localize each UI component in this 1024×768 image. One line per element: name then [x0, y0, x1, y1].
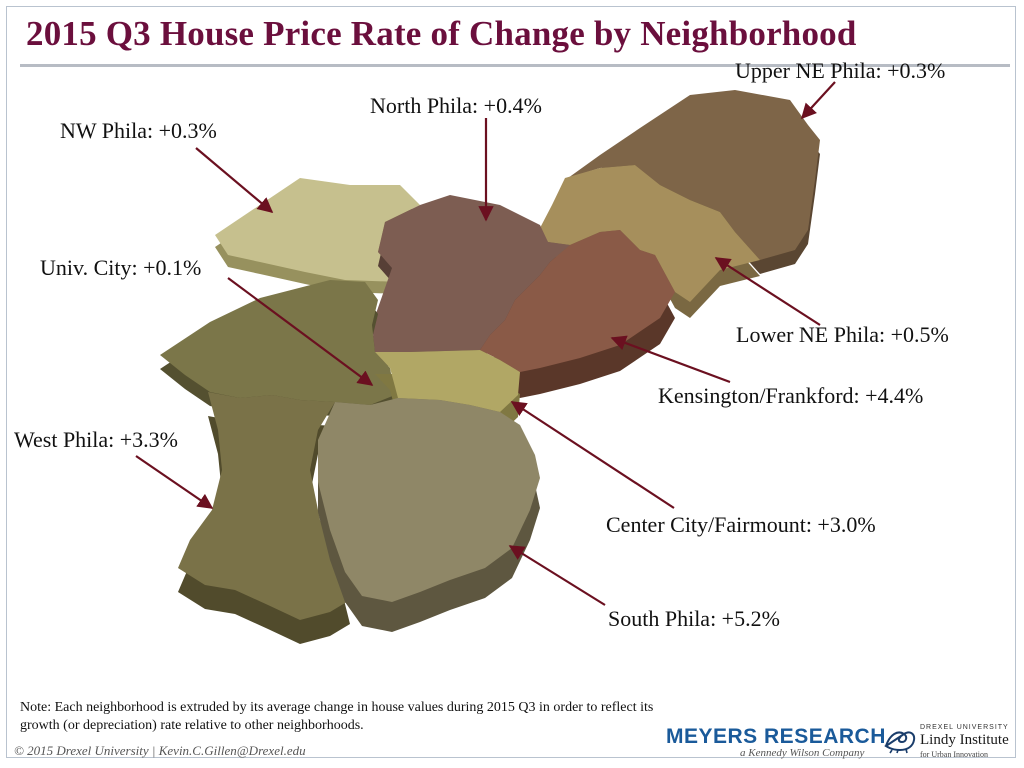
page-title: 2015 Q3 House Price Rate of Change by Ne… [26, 14, 857, 53]
arrow-lower-ne [714, 257, 821, 326]
region-west[interactable] [178, 392, 350, 644]
label-upper-ne: Upper NE Phila: +0.3% [735, 58, 946, 83]
label-kensington: Kensington/Frankford: +4.4% [658, 383, 924, 408]
callout-arrows [135, 81, 836, 606]
label-south: South Phila: +5.2% [608, 606, 780, 631]
lindy-institute-logo: Lindy Institute [920, 732, 1009, 748]
title-divider [20, 64, 1010, 67]
region-upper-ne[interactable] [568, 90, 820, 274]
label-lower-ne: Lower NE Phila: +0.5% [736, 322, 949, 347]
arrow-univ-city [227, 277, 374, 386]
footnote: Note: Each neighborhood is extruded by i… [20, 700, 654, 733]
label-center-city: Center City/Fairmount: +3.0% [606, 512, 876, 537]
label-nw: NW Phila: +0.3% [60, 118, 217, 143]
arrow-south [508, 545, 606, 606]
arrow-upper-ne [800, 81, 836, 120]
lindy-institute-tagline: for Urban Innovation [920, 750, 988, 759]
arrow-west [135, 455, 214, 509]
meyers-research-logo: MEYERS RESEARCH [666, 725, 886, 748]
label-north: North Phila: +0.4% [370, 93, 542, 118]
meyers-research-tagline: a Kennedy Wilson Company [740, 747, 865, 759]
region-south[interactable] [318, 398, 540, 632]
label-west: West Phila: +3.3% [14, 427, 179, 452]
slide-frame [6, 6, 1016, 758]
region-north[interactable] [372, 195, 570, 366]
arrow-nw [195, 147, 274, 213]
label-univ-city: Univ. City: +0.1% [40, 255, 202, 280]
drexel-university-text: DREXEL UNIVERSITY [920, 724, 1009, 731]
arrow-center-city [510, 401, 675, 509]
dragon-icon [884, 731, 916, 754]
copyright: © 2015 Drexel University | Kevin.C.Gille… [14, 743, 306, 758]
arrow-kensington [610, 335, 731, 384]
region-lower-ne[interactable] [540, 165, 760, 318]
region-univ-city[interactable] [160, 280, 395, 419]
